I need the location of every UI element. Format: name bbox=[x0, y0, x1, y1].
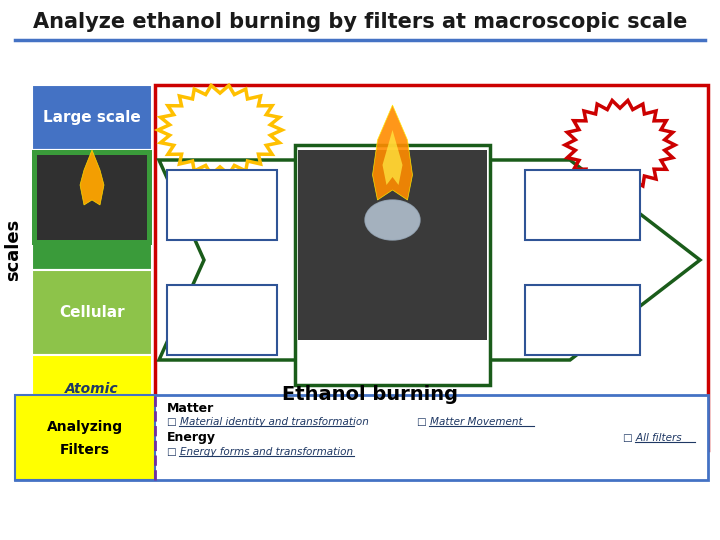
FancyBboxPatch shape bbox=[295, 145, 490, 385]
FancyBboxPatch shape bbox=[32, 150, 152, 270]
Text: Energy: Energy bbox=[167, 431, 216, 444]
FancyBboxPatch shape bbox=[525, 170, 640, 240]
Polygon shape bbox=[159, 160, 700, 360]
Text: Analyzing: Analyzing bbox=[47, 420, 123, 434]
Text: □ All filters: □ All filters bbox=[623, 433, 682, 443]
Text: □ Energy forms and transformation: □ Energy forms and transformation bbox=[167, 447, 353, 457]
Polygon shape bbox=[382, 130, 402, 185]
FancyBboxPatch shape bbox=[155, 85, 708, 450]
FancyBboxPatch shape bbox=[32, 85, 152, 150]
FancyBboxPatch shape bbox=[32, 355, 152, 440]
FancyBboxPatch shape bbox=[15, 395, 155, 480]
Text: Cellular: Cellular bbox=[59, 305, 125, 320]
FancyBboxPatch shape bbox=[525, 285, 640, 355]
Polygon shape bbox=[372, 105, 413, 200]
Text: Matter: Matter bbox=[167, 402, 215, 415]
Polygon shape bbox=[80, 150, 104, 205]
FancyBboxPatch shape bbox=[167, 170, 277, 240]
Text: scales: scales bbox=[4, 219, 22, 281]
Text: Analyze ethanol burning by filters at macroscopic scale: Analyze ethanol burning by filters at ma… bbox=[33, 12, 687, 32]
Text: Macroscopic: Macroscopic bbox=[39, 202, 145, 218]
FancyBboxPatch shape bbox=[15, 395, 708, 480]
Text: □ Matter Movement: □ Matter Movement bbox=[417, 417, 523, 427]
Ellipse shape bbox=[365, 200, 420, 240]
FancyBboxPatch shape bbox=[32, 270, 152, 355]
FancyBboxPatch shape bbox=[298, 150, 487, 340]
Text: Large scale: Large scale bbox=[43, 110, 141, 125]
Text: Ethanol burning: Ethanol burning bbox=[282, 386, 458, 404]
Text: □ Material identity and transformation: □ Material identity and transformation bbox=[167, 417, 369, 427]
FancyBboxPatch shape bbox=[37, 155, 147, 240]
FancyBboxPatch shape bbox=[167, 285, 277, 355]
Text: Filters: Filters bbox=[60, 443, 110, 457]
FancyBboxPatch shape bbox=[32, 150, 152, 245]
Text: Atomic
molecular: Atomic molecular bbox=[53, 382, 130, 413]
